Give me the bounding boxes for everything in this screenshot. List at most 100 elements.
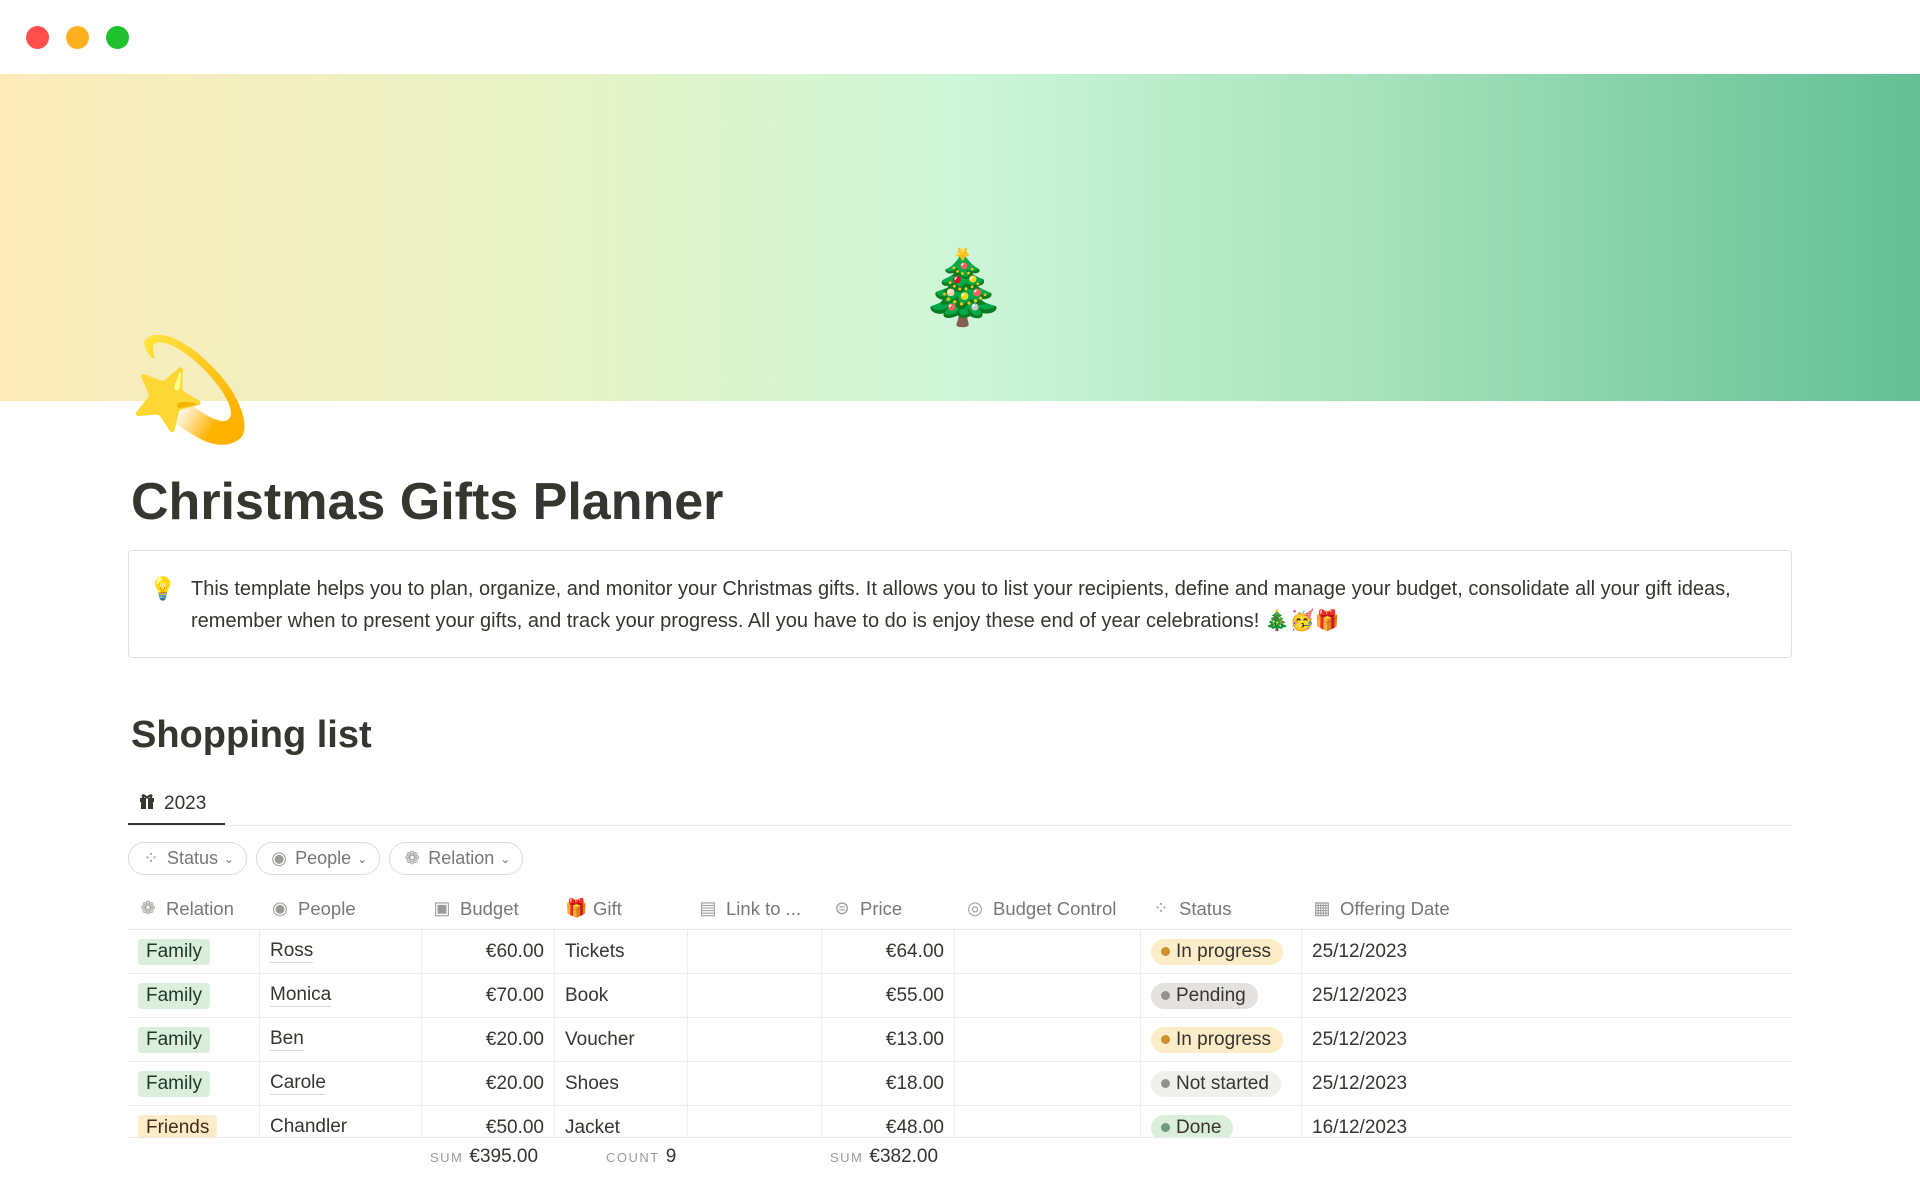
page-icon[interactable]: 💫 [128, 334, 253, 446]
table-row[interactable]: Friends Chandler €50.00 Jacket €48.00 Do… [128, 1106, 1792, 1138]
callout-text: This template helps you to plan, organiz… [191, 578, 1731, 632]
column-icon: ◉ [272, 898, 288, 918]
relation-tag: Family [138, 938, 210, 965]
link-cell[interactable] [688, 930, 822, 973]
relation-tag: Friends [138, 1114, 218, 1137]
offering-date-cell[interactable]: 25/12/2023 [1312, 1028, 1408, 1050]
column-icon: ❁ [140, 898, 156, 918]
column-header-offering-date[interactable]: ▦ Offering Date [1302, 888, 1792, 929]
budget-control-cell[interactable] [955, 930, 1141, 973]
sum-label: SUM [830, 1150, 864, 1165]
window-zoom-button[interactable] [106, 26, 129, 49]
gift-cell[interactable]: Tickets [555, 930, 688, 973]
people-cell[interactable]: Ben [260, 1018, 422, 1061]
gift-cell[interactable]: Book [555, 974, 688, 1017]
column-header-gift[interactable]: 🎁 Gift [555, 888, 688, 929]
people-cell[interactable]: Monica [260, 974, 422, 1017]
tab-2023[interactable]: 2023 [128, 784, 225, 826]
link-cell[interactable] [688, 974, 822, 1017]
budget-sum[interactable]: SUM €395.00 [430, 1146, 538, 1168]
column-label: Budget Control [993, 897, 1117, 919]
column-header-status[interactable]: ⁘ Status [1141, 888, 1302, 929]
status-badge: Pending [1151, 982, 1258, 1009]
price-cell[interactable]: €64.00 [822, 930, 955, 973]
gift-count[interactable]: COUNT 9 [606, 1146, 676, 1168]
people-cell[interactable]: Chandler [260, 1106, 422, 1137]
window-minimize-button[interactable] [66, 26, 89, 49]
filter-label: Relation [428, 848, 495, 868]
person-icon: ◉ [271, 848, 287, 868]
relation-cell[interactable]: Family [128, 1062, 260, 1105]
status-badge: In progress [1151, 938, 1284, 965]
gift-cell[interactable]: Shoes [555, 1062, 688, 1105]
price-cell[interactable]: €48.00 [822, 1106, 955, 1137]
person-link[interactable]: Ross [270, 940, 314, 963]
column-header-price[interactable]: ⊜ Price [822, 888, 955, 929]
filter-label: Status [167, 848, 219, 868]
budget-cell[interactable]: €60.00 [422, 930, 555, 973]
person-link[interactable]: Monica [270, 984, 332, 1007]
people-cell[interactable]: Ross [260, 930, 422, 973]
filter-people[interactable]: ◉ People ⌄ [256, 842, 381, 875]
price-cell[interactable]: €55.00 [822, 974, 955, 1017]
status-cell[interactable]: Pending [1141, 974, 1302, 1017]
column-header-link-to-[interactable]: ▤ Link to ... [688, 888, 822, 929]
column-label: Offering Date [1340, 897, 1450, 919]
gift-cell[interactable]: Voucher [555, 1018, 688, 1061]
budget-cell[interactable]: €20.00 [422, 1062, 555, 1105]
chevron-down-icon: ⌄ [224, 851, 235, 866]
budget-cell[interactable]: €20.00 [422, 1018, 555, 1061]
price-cell[interactable]: €18.00 [822, 1062, 955, 1105]
person-link[interactable]: Ben [270, 1028, 304, 1051]
budget-cell[interactable]: €70.00 [422, 974, 555, 1017]
offering-date-cell[interactable]: 25/12/2023 [1312, 940, 1408, 962]
filter-status[interactable]: ⁘ Status ⌄ [128, 842, 248, 875]
relation-cell[interactable]: Family [128, 974, 260, 1017]
relation-cell[interactable]: Family [128, 930, 260, 973]
person-link[interactable]: Chandler [270, 1116, 348, 1137]
status-cell[interactable]: Not started [1141, 1062, 1302, 1105]
table-row[interactable]: Family Carole €20.00 Shoes €18.00 Not st… [128, 1062, 1792, 1106]
column-header-budget-control[interactable]: ◎ Budget Control [955, 888, 1141, 929]
callout: 💡 This template helps you to plan, organ… [128, 550, 1792, 658]
link-cell[interactable] [688, 1062, 822, 1105]
count-label: COUNT [606, 1150, 660, 1165]
status-cell[interactable]: In progress [1141, 1018, 1302, 1061]
gift-cell[interactable]: Jacket [555, 1106, 688, 1137]
column-header-budget[interactable]: ▣ Budget [422, 888, 555, 929]
window-close-button[interactable] [26, 26, 49, 49]
cover-tree-emoji: 🎄 [918, 248, 1008, 328]
cover-image: 🎄 [0, 74, 1920, 401]
filter-label: People [295, 848, 352, 868]
offering-date-cell[interactable]: 25/12/2023 [1312, 984, 1408, 1006]
filter-relation[interactable]: ❁ Relation ⌄ [389, 842, 524, 875]
status-cell[interactable]: Done [1141, 1106, 1302, 1137]
relation-cell[interactable]: Friends [128, 1106, 260, 1137]
link-cell[interactable] [688, 1106, 822, 1137]
price-cell[interactable]: €13.00 [822, 1018, 955, 1061]
budget-control-cell[interactable] [955, 1062, 1141, 1105]
column-header-relation[interactable]: ❁ Relation [128, 888, 260, 929]
filter-bar: ⁘ Status ⌄ ◉ People ⌄ ❁ Relation ⌄ [128, 842, 524, 875]
relation-cell[interactable]: Family [128, 1018, 260, 1061]
table-row[interactable]: Family Ross €60.00 Tickets €64.00 In pro… [128, 930, 1792, 974]
price-sum[interactable]: SUM €382.00 [830, 1146, 938, 1168]
link-cell[interactable] [688, 1018, 822, 1061]
column-label: Price [860, 897, 903, 919]
person-link[interactable]: Carole [270, 1072, 326, 1095]
people-cell[interactable]: Carole [260, 1062, 422, 1105]
status-cell[interactable]: In progress [1141, 930, 1302, 973]
table-row[interactable]: Family Monica €70.00 Book €55.00 Pending… [128, 974, 1792, 1018]
budget-control-cell[interactable] [955, 974, 1141, 1017]
gift-icon [138, 792, 156, 816]
table-row[interactable]: Family Ben €20.00 Voucher €13.00 In prog… [128, 1018, 1792, 1062]
column-label: Link to ... [726, 897, 802, 919]
budget-control-cell[interactable] [955, 1018, 1141, 1061]
offering-date-cell[interactable]: 25/12/2023 [1312, 1072, 1408, 1094]
table-body: Family Ross €60.00 Tickets €64.00 In pro… [128, 930, 1792, 1138]
column-header-people[interactable]: ◉ People [260, 888, 422, 929]
budget-control-cell[interactable] [955, 1106, 1141, 1137]
relation-tag: Family [138, 1070, 210, 1097]
offering-date-cell[interactable]: 16/12/2023 [1312, 1116, 1408, 1138]
budget-cell[interactable]: €50.00 [422, 1106, 555, 1137]
